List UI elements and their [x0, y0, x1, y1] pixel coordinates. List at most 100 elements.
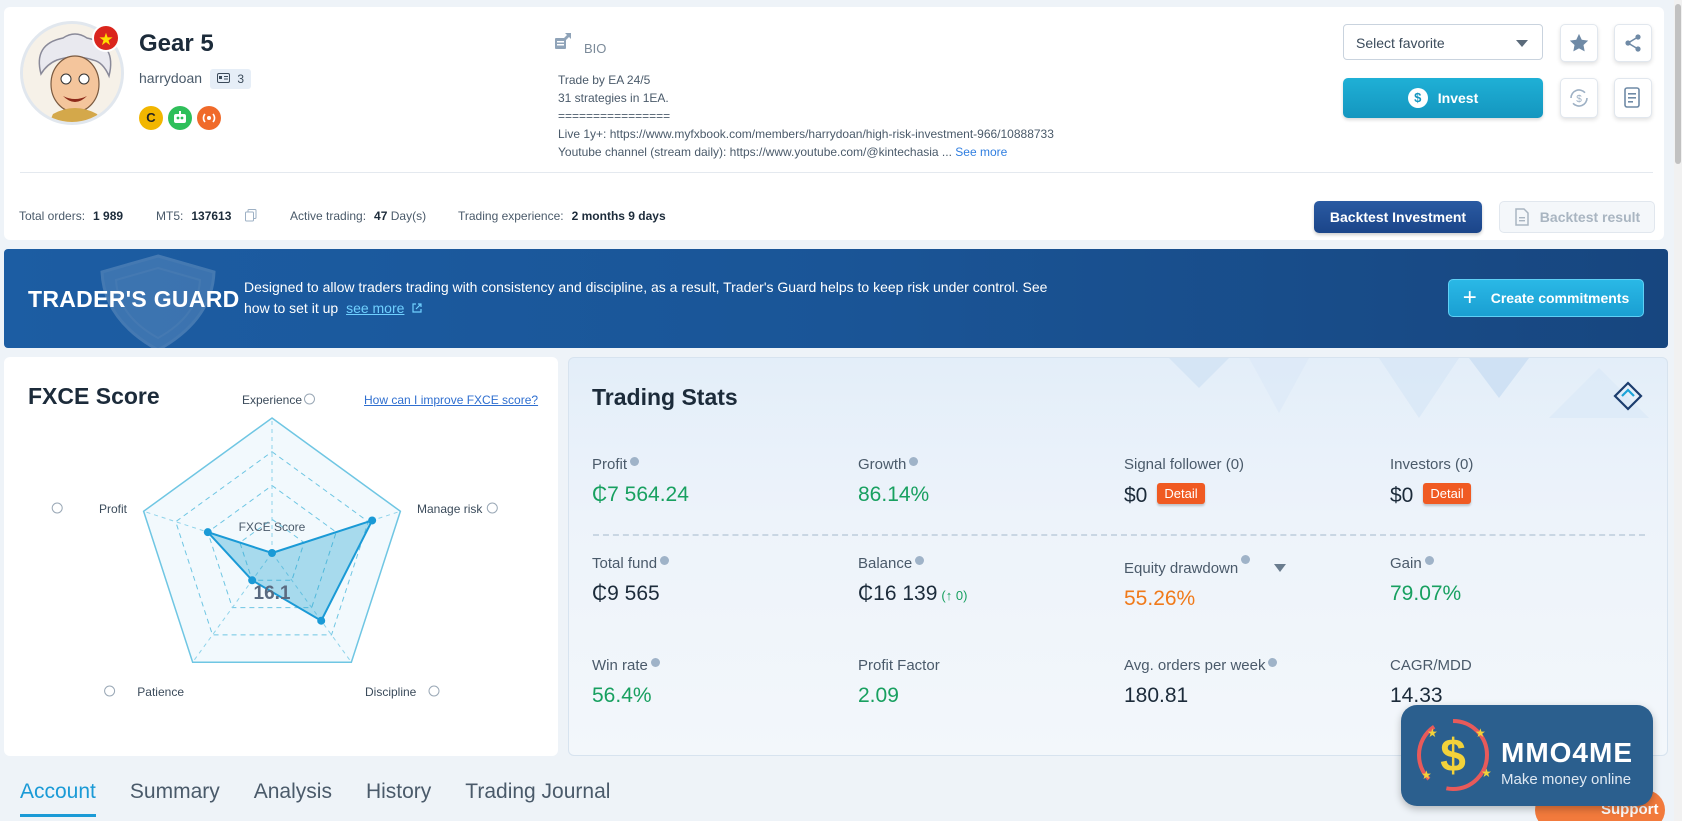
divider [593, 534, 1645, 536]
score-title: FXCE Score [28, 383, 160, 409]
account-tabs: Account Summary Analysis History Trading… [20, 780, 610, 817]
bio-line: ================ [558, 109, 671, 123]
info-icon [104, 685, 116, 697]
scrollbar-thumb[interactable] [1675, 4, 1681, 164]
create-commitments-button[interactable]: + Create commitments [1448, 279, 1644, 317]
svg-text:★: ★ [1421, 768, 1432, 782]
info-icon[interactable] [1268, 658, 1278, 667]
profit-label: Profit [592, 456, 628, 473]
select-favorite-dropdown[interactable]: Select favorite [1343, 24, 1543, 60]
svg-text:★: ★ [1427, 726, 1438, 740]
invest-button[interactable]: $ Invest [1343, 78, 1543, 118]
radar-axis-label: Discipline [365, 685, 417, 699]
win-rate-label: Win rate [592, 657, 648, 674]
info-icon[interactable] [650, 658, 660, 667]
backtest-investment-button[interactable]: Backtest Investment [1314, 201, 1482, 233]
scrollbar[interactable] [1674, 0, 1682, 821]
svg-text:★: ★ [1475, 726, 1486, 740]
bio-icon [555, 33, 571, 49]
backtest-result-label: Backtest result [1539, 209, 1641, 225]
id-card-icon [217, 73, 230, 83]
share-icon [1625, 34, 1641, 52]
traders-guard-banner: TRADER'S GUARD Designed to allow traders… [4, 249, 1668, 348]
improve-score-link[interactable]: How can I improve FXCE score? [364, 393, 539, 407]
invest-label: Invest [1437, 90, 1479, 106]
see-more-link[interactable]: See more [955, 145, 1008, 159]
subscriber-count: 3 [237, 72, 245, 86]
stat-total-fund: Total fund ₵9 565 [592, 555, 670, 606]
mt5-account: MT5: 137613 [156, 209, 257, 223]
mt5-value: 137613 [191, 209, 232, 223]
avg-orders-value: 180.81 [1124, 684, 1189, 707]
file-icon [1515, 208, 1529, 226]
info-icon[interactable] [630, 457, 640, 466]
equity-drawdown-label: Equity drawdown [1124, 560, 1239, 577]
gain-value: 79.07% [1390, 582, 1462, 605]
info-icon [304, 393, 315, 405]
experience-label: Trading experience: [458, 209, 564, 223]
mmo4me-watermark: $ ★ ★ ★ ★ MMO4ME Make money online [1401, 705, 1653, 806]
radar-axis-label: Experience [242, 393, 302, 407]
copy-trade-button[interactable]: $ [1560, 78, 1598, 118]
report-button[interactable] [1614, 78, 1652, 118]
tab-analysis[interactable]: Analysis [253, 780, 332, 803]
signal-follower-value: $0 [1124, 484, 1148, 507]
total-orders-value: 1 989 [93, 209, 124, 223]
favorite-star-button[interactable] [1560, 24, 1598, 62]
info-icon[interactable] [660, 556, 670, 565]
caret-down-icon[interactable] [1274, 564, 1287, 572]
stat-profit: Profit ₵7 564.24 [592, 456, 689, 507]
svg-text:$: $ [1576, 94, 1582, 105]
backtest-result-button[interactable]: Backtest result [1499, 201, 1655, 233]
bio-line: Youtube channel (stream daily): https://… [558, 143, 1054, 161]
badge-robot-icon [168, 106, 192, 130]
avg-orders-label: Avg. orders per week [1124, 657, 1266, 674]
stat-profit-factor: Profit Factor 2.09 [858, 657, 940, 708]
share-button[interactable] [1614, 24, 1652, 62]
signal-follower-label: Signal follower (0) [1124, 456, 1245, 473]
stat-avg-orders: Avg. orders per week 180.81 [1124, 657, 1278, 708]
growth-label: Growth [858, 456, 907, 473]
active-trading: Active trading: 47 Day(s) [290, 209, 426, 223]
win-rate-value: 56.4% [592, 684, 652, 707]
chevron-down-icon [1516, 40, 1528, 47]
score-value: 16.1 [254, 583, 291, 604]
stat-growth: Growth 86.14% [858, 456, 929, 507]
radar-point [248, 576, 257, 585]
stat-cagr-mdd: CAGR/MDD 14.33 [1390, 657, 1472, 708]
investors-label: Investors (0) [1390, 456, 1474, 473]
copy-icon[interactable] [244, 209, 257, 222]
tab-summary[interactable]: Summary [129, 780, 220, 803]
stat-win-rate: Win rate 56.4% [592, 657, 660, 708]
total-fund-value: ₵9 565 [592, 582, 660, 605]
balance-label: Balance [858, 555, 913, 572]
dollar-logo-icon: $ ★ ★ ★ ★ [1417, 719, 1492, 791]
see-more-link[interactable]: see more [346, 300, 405, 316]
investors-value: $0 [1390, 484, 1414, 507]
info-icon[interactable] [915, 556, 925, 565]
trader-name: Gear 5 [139, 30, 214, 57]
info-icon[interactable] [1424, 556, 1434, 565]
username[interactable]: harrydoan [139, 70, 203, 86]
radar-spoke [192, 552, 273, 663]
cagr-mdd-label: CAGR/MDD [1390, 657, 1472, 674]
signal-detail-button[interactable]: Detail [1157, 483, 1205, 504]
info-icon[interactable] [1241, 555, 1251, 564]
tab-trading-journal[interactable]: Trading Journal [465, 780, 611, 803]
info-icon[interactable] [909, 457, 919, 466]
experience-value: 2 months 9 days [571, 209, 666, 223]
watermark-title: MMO4ME [1501, 737, 1633, 768]
guard-title: TRADER'S GUARD [28, 286, 240, 312]
investors-detail-button[interactable]: Detail [1423, 483, 1471, 504]
radar-point [317, 616, 326, 625]
tab-history[interactable]: History [365, 780, 432, 803]
mt5-label: MT5: [156, 209, 184, 223]
tab-account[interactable]: Account [20, 780, 96, 817]
radar-chart: FXCE Score 16.1 Experience Manage risk Disci… [51, 393, 498, 699]
guard-text: Designed to allow traders trading with c… [244, 279, 1048, 316]
stat-gain: Gain 79.07% [1390, 555, 1461, 606]
badge-signal-icon [197, 106, 221, 130]
radar-ring [207, 484, 337, 609]
radar-point [268, 549, 276, 557]
score-center-label: FXCE Score [239, 520, 306, 534]
